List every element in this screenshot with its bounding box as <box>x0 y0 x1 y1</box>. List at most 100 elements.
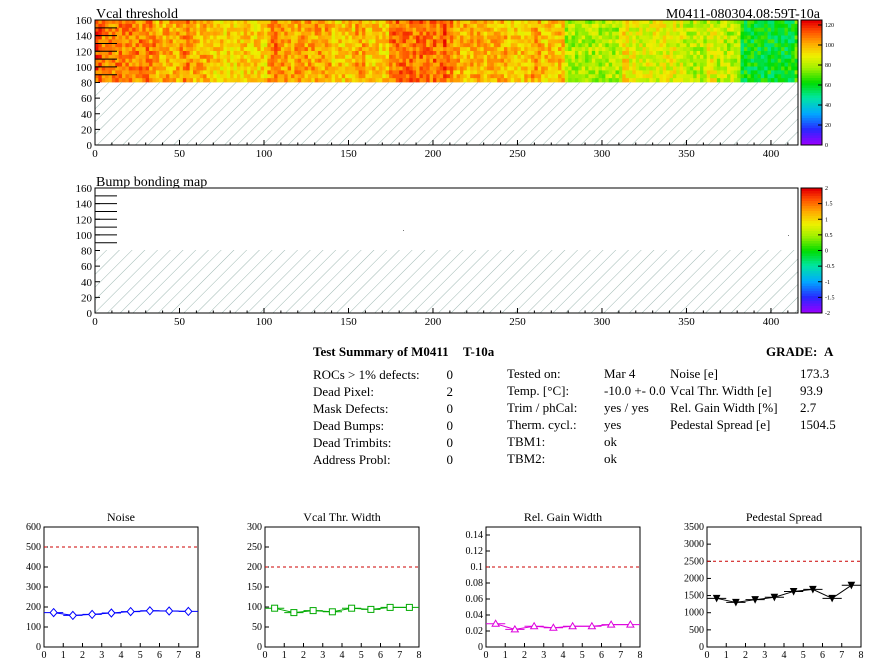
palette-step <box>801 290 822 294</box>
heat-cell <box>304 78 309 83</box>
heat-cell <box>280 31 285 36</box>
heat-cell <box>710 74 714 79</box>
heat-cell <box>172 70 177 75</box>
heat-cell <box>409 35 414 40</box>
heat-cell <box>209 58 214 64</box>
heat-cell <box>683 23 687 29</box>
heat-cell <box>727 51 731 56</box>
heat-cell <box>527 43 532 48</box>
heat-cell <box>510 54 515 60</box>
palette-frame <box>800 19 823 146</box>
heat-cell <box>426 54 431 60</box>
heat-cell <box>510 70 515 75</box>
heat-cell <box>267 78 272 83</box>
heat-cell <box>203 27 207 33</box>
heat-cell <box>581 51 586 56</box>
heat-cell <box>402 43 407 48</box>
x-tick-label: 0 <box>263 650 268 661</box>
heat-cell <box>544 20 549 25</box>
heat-cell <box>612 51 616 56</box>
heat-cell <box>781 35 785 40</box>
heat-cell <box>294 47 299 52</box>
heat-cell <box>747 62 752 67</box>
palette-step <box>801 140 822 143</box>
summary-title: Test Summary of M0411 <box>313 344 449 359</box>
heat-cell <box>629 23 633 29</box>
heat-cell <box>108 58 113 64</box>
palette-step <box>801 283 822 286</box>
heat-cell <box>253 20 258 25</box>
palette-step <box>801 122 822 126</box>
heat-cell <box>277 31 282 36</box>
heat-cell <box>274 27 278 33</box>
heat-cell <box>686 66 691 71</box>
heat-cell <box>182 62 187 67</box>
heat-cell <box>125 27 130 33</box>
heat-cell <box>307 47 312 52</box>
heat-cell <box>456 39 461 44</box>
heat-cell <box>338 54 343 60</box>
heat-cell <box>443 31 447 36</box>
heat-cell <box>764 78 768 83</box>
heat-cell <box>490 74 495 79</box>
heat-cell <box>510 66 515 71</box>
heat-cell <box>547 54 552 60</box>
y-tick-label: 60 <box>81 261 93 273</box>
heat-cell <box>318 43 322 48</box>
heat-cell <box>172 47 177 52</box>
heat-cell <box>159 43 163 48</box>
heat-cell <box>247 51 251 56</box>
heat-cell <box>672 78 677 83</box>
heat-cell <box>608 35 613 40</box>
heat-cell <box>247 35 251 40</box>
heat-cell <box>591 78 596 83</box>
heat-cell <box>568 78 572 83</box>
heat-cell <box>473 39 478 44</box>
heat-cell <box>720 43 725 48</box>
heat-cell <box>372 78 376 83</box>
heat-cell <box>605 23 610 29</box>
heat-cell <box>274 47 278 52</box>
heat-cell <box>152 20 157 25</box>
heat-cell <box>520 74 525 79</box>
heat-cell <box>399 31 403 36</box>
heat-cell <box>226 23 231 29</box>
heat-cell <box>716 35 721 40</box>
heat-cell <box>595 31 599 36</box>
heat-cell <box>118 20 123 25</box>
heat-cell <box>115 58 120 64</box>
heat-cell <box>348 78 353 83</box>
heat-cell <box>605 66 610 71</box>
heat-cell <box>730 54 735 60</box>
heat-cell <box>324 78 329 83</box>
heat-cell <box>480 47 485 52</box>
heat-cell <box>487 70 491 75</box>
heat-cell <box>287 54 292 60</box>
x-tick-label: 50 <box>174 148 186 160</box>
palette-step <box>801 300 822 304</box>
heat-cell <box>199 51 204 56</box>
heat-cell <box>774 47 779 52</box>
heat-cell <box>510 51 515 56</box>
heat-cell <box>101 51 106 56</box>
y-tick-label: 300 <box>247 522 262 533</box>
heat-cell <box>622 70 627 75</box>
heat-cell <box>723 23 728 29</box>
heat-cell <box>551 51 556 56</box>
heat-cell <box>233 51 238 56</box>
heat-cell <box>399 35 403 40</box>
heat-cell <box>402 74 407 79</box>
heat-cell <box>372 35 376 40</box>
heat-cell <box>132 62 136 67</box>
heat-cell <box>767 20 772 25</box>
heat-cell <box>517 31 522 36</box>
heat-cell <box>318 66 322 71</box>
y-tick-label: 1500 <box>684 591 704 602</box>
heat-cell <box>500 39 505 44</box>
heat-cell <box>331 35 336 40</box>
heat-cell <box>355 20 360 25</box>
heat-cell <box>95 35 99 40</box>
heat-cell <box>476 39 481 44</box>
heat-cell <box>730 66 735 71</box>
